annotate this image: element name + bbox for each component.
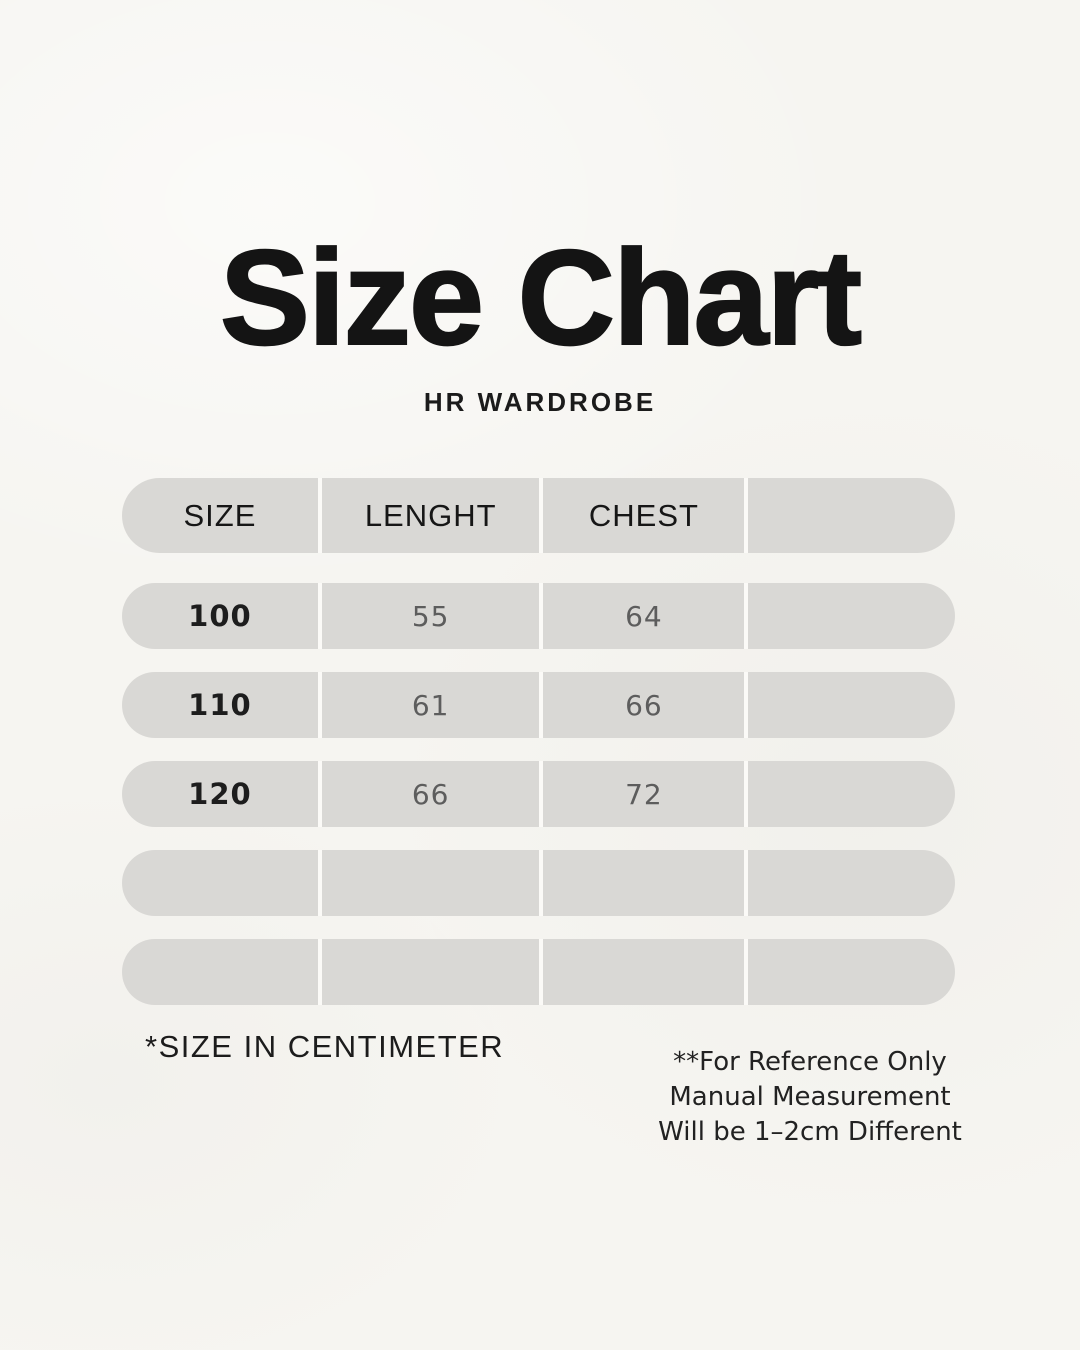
cell-extra	[748, 672, 955, 738]
column-header-lenght: LENGHT	[322, 478, 544, 553]
table-row: 120 66 72	[122, 761, 955, 827]
cell-extra	[748, 761, 955, 827]
cell-chest: 64	[543, 583, 749, 649]
table-row-empty	[122, 939, 955, 1005]
column-header-chest: CHEST	[543, 478, 749, 553]
table-row: 110 61 66	[122, 672, 955, 738]
footnote-size-unit: *SIZE IN CENTIMETER	[145, 1029, 505, 1064]
table-row-empty	[122, 850, 955, 916]
cell-extra	[748, 939, 955, 1005]
cell-size	[122, 939, 322, 1005]
cell-chest: 72	[543, 761, 749, 827]
cell-chest	[543, 939, 749, 1005]
cell-extra	[748, 850, 955, 916]
cell-size: 120	[122, 761, 322, 827]
brand-subtitle: HR WARDROBE	[423, 387, 657, 417]
table-row: 100 55 64	[122, 583, 955, 649]
page-title: Size Chart	[219, 222, 863, 373]
column-header-empty	[748, 478, 955, 553]
cell-length: 61	[322, 672, 544, 738]
cell-size: 110	[122, 672, 322, 738]
cell-length: 66	[322, 761, 544, 827]
column-header-size: SIZE	[122, 478, 322, 553]
footnote-line-1: **For Reference Only	[673, 1047, 947, 1077]
cell-length: 55	[322, 583, 544, 649]
cell-extra	[748, 583, 955, 649]
footnote-reference: **For Reference Only Manual Measurement …	[650, 1045, 970, 1150]
cell-size: 100	[122, 583, 322, 649]
cell-size	[122, 850, 322, 916]
cell-chest	[543, 850, 749, 916]
size-table: SIZE LENGHT CHEST 100 55 64 110 61 66 12…	[122, 478, 955, 1028]
cell-length	[322, 850, 544, 916]
footnote-line-3: Will be 1–2cm Different	[658, 1117, 962, 1147]
cell-length	[322, 939, 544, 1005]
footnote-line-2: Manual Measurement	[669, 1082, 951, 1112]
table-header-row: SIZE LENGHT CHEST	[122, 478, 955, 553]
cell-chest: 66	[543, 672, 749, 738]
